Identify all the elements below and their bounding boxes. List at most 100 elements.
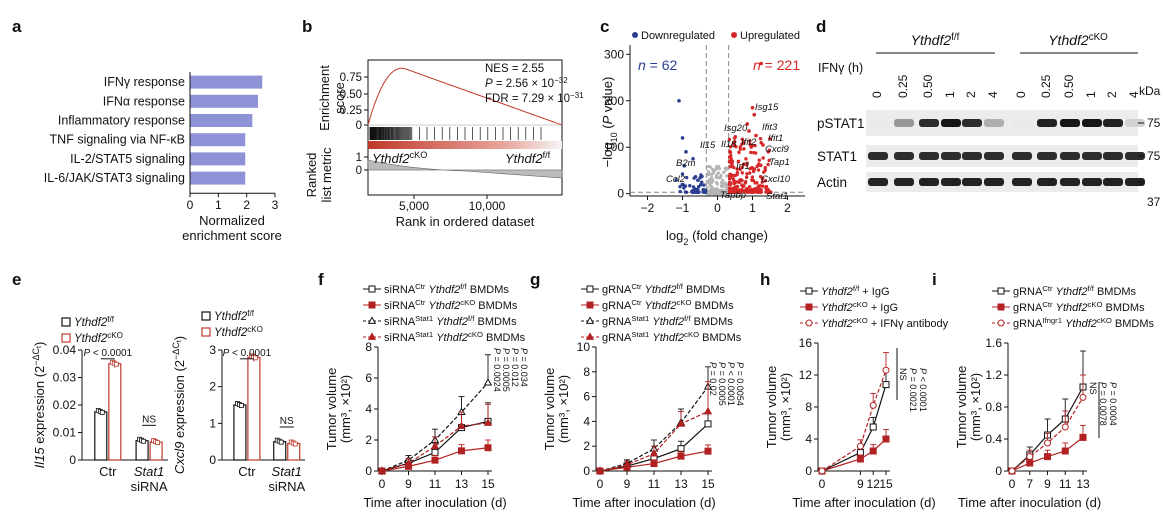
x-tick-label: 9 [857, 477, 864, 491]
data-point [997, 319, 1005, 327]
gene-label: Stat1 [766, 191, 788, 202]
x-tick-label: 3 [272, 198, 279, 212]
ifn-label: IFNγ (h) [818, 61, 863, 75]
data-point [484, 444, 492, 452]
upregulated-point [730, 163, 734, 167]
upregulated-point [757, 162, 761, 166]
legend-label: Ythdf2cKO + IFNγ antibody [821, 316, 949, 331]
timepoint-label: 2 [1105, 91, 1119, 98]
y-tick-label: 0 [356, 120, 362, 132]
ns-point [712, 191, 716, 195]
gene-label: Cxcl10 [761, 174, 791, 185]
downregulated-point [702, 183, 706, 187]
category-label: TNF signaling via NF-κB [50, 133, 185, 147]
upregulated-point [754, 186, 759, 190]
downregulated-point [703, 188, 707, 193]
p-value-label: NS [1088, 382, 1098, 395]
data-point [622, 460, 632, 468]
y-tick-label: 1 [209, 416, 216, 430]
protein-band [1037, 152, 1057, 160]
legend-marker [61, 333, 71, 343]
legend-marker [201, 327, 211, 337]
upregulated-point [743, 181, 747, 185]
ns-point [714, 187, 719, 191]
upregulated-point [732, 136, 737, 140]
data-point [1079, 393, 1087, 401]
protein-band [941, 178, 961, 186]
legend-label: siRNACtr Ythdf2f/f BMDMs [384, 282, 509, 297]
upregulated-point [764, 190, 768, 194]
upregulated-point [758, 174, 763, 179]
data-point [882, 366, 890, 374]
y-tick-label: 0 [365, 464, 372, 478]
timepoint-label: 2 [964, 91, 978, 98]
upregulated-point [761, 156, 765, 160]
upregulated-point [750, 190, 755, 194]
panel-label-i: i [932, 270, 937, 289]
protein-band [1103, 119, 1123, 127]
series-line [599, 386, 709, 472]
gene-label: Cxcl9 [765, 144, 789, 155]
protein-band [1125, 119, 1145, 127]
protein-band [1012, 152, 1032, 160]
data-point [856, 455, 864, 463]
series-line [821, 438, 887, 472]
replicate-point [99, 409, 105, 415]
downregulated-point [700, 180, 704, 184]
legend-label: siRNACtr Ythdf2cKO BMDMs [384, 298, 518, 313]
x-tick-label: 12 [867, 477, 881, 491]
upregulated-point [732, 181, 736, 185]
category-label: IL-2/STAT5 signaling [70, 152, 185, 166]
panel-c-volcano-plot: 0 100 200 300 −2 −1 0 1 2 Downregulated Upregulate… [600, 30, 805, 247]
x-tick-label: 0 [379, 477, 386, 491]
gene-label: Ifit3 [762, 122, 778, 133]
ns-point [707, 171, 711, 176]
protein-band [894, 119, 914, 127]
gene-label: Isg20 [724, 123, 748, 134]
protein-band [1037, 178, 1057, 186]
y-tick-label: 0.04 [53, 343, 77, 357]
legend-label: siRNAStat1 Ythdf2cKO BMDMs [384, 330, 526, 345]
p-value-label: P < 0.0001 [223, 348, 272, 359]
x-tick-label: 9 [1044, 477, 1051, 491]
upregulated-point [740, 165, 744, 170]
data-point [457, 421, 466, 429]
ns-point [722, 182, 726, 186]
ns-point [713, 168, 717, 172]
x-tick-label: 11 [1059, 477, 1072, 491]
upregulated-point [742, 147, 746, 151]
x-tick-label: 13 [1076, 477, 1090, 491]
p-value-label: P = 0.034 [519, 348, 529, 387]
legend-label: Ythdf2cKO [214, 325, 263, 340]
downregulated-point [678, 189, 682, 194]
data-point [430, 441, 440, 450]
y-axis-label: score [332, 82, 347, 114]
legend-label: gRNAStat1 Ythdf2cKO BMDMs [602, 330, 742, 345]
y-axis-label: Ranked [304, 153, 319, 198]
y-tick-label: 0.02 [53, 398, 77, 412]
y-tick-label: 0 [69, 453, 76, 467]
gene-label: Ifit2 [741, 137, 757, 148]
legend-label: Ythdf2f/f + IgG [821, 284, 890, 299]
enrichment-curve [367, 67, 563, 126]
y-tick-label: 4 [583, 414, 590, 428]
kda-value: 75 [1147, 149, 1161, 163]
enrichment-bar [190, 114, 253, 127]
legend-label: gRNACtr Ythdf2f/f BMDMs [602, 282, 726, 297]
legend-down-marker [632, 32, 638, 38]
data-point [1026, 459, 1034, 467]
data-point [1044, 453, 1051, 461]
legend-label: gRNACtr Ythdf2cKO BMDMs [1013, 300, 1145, 315]
ns-point [725, 174, 729, 178]
y-axis-label: (mm³, ×10²) [556, 375, 571, 443]
p-value-label: P = 0.0021 [908, 368, 918, 412]
upregulated-point [753, 143, 757, 148]
y-tick-label: 4 [365, 402, 372, 416]
legend-label: Ythdf2cKO [74, 331, 123, 346]
upregulated-point [727, 174, 732, 178]
category-label: Stat1 [134, 464, 164, 479]
upregulated-point [767, 158, 771, 163]
replicate-point [252, 355, 258, 361]
